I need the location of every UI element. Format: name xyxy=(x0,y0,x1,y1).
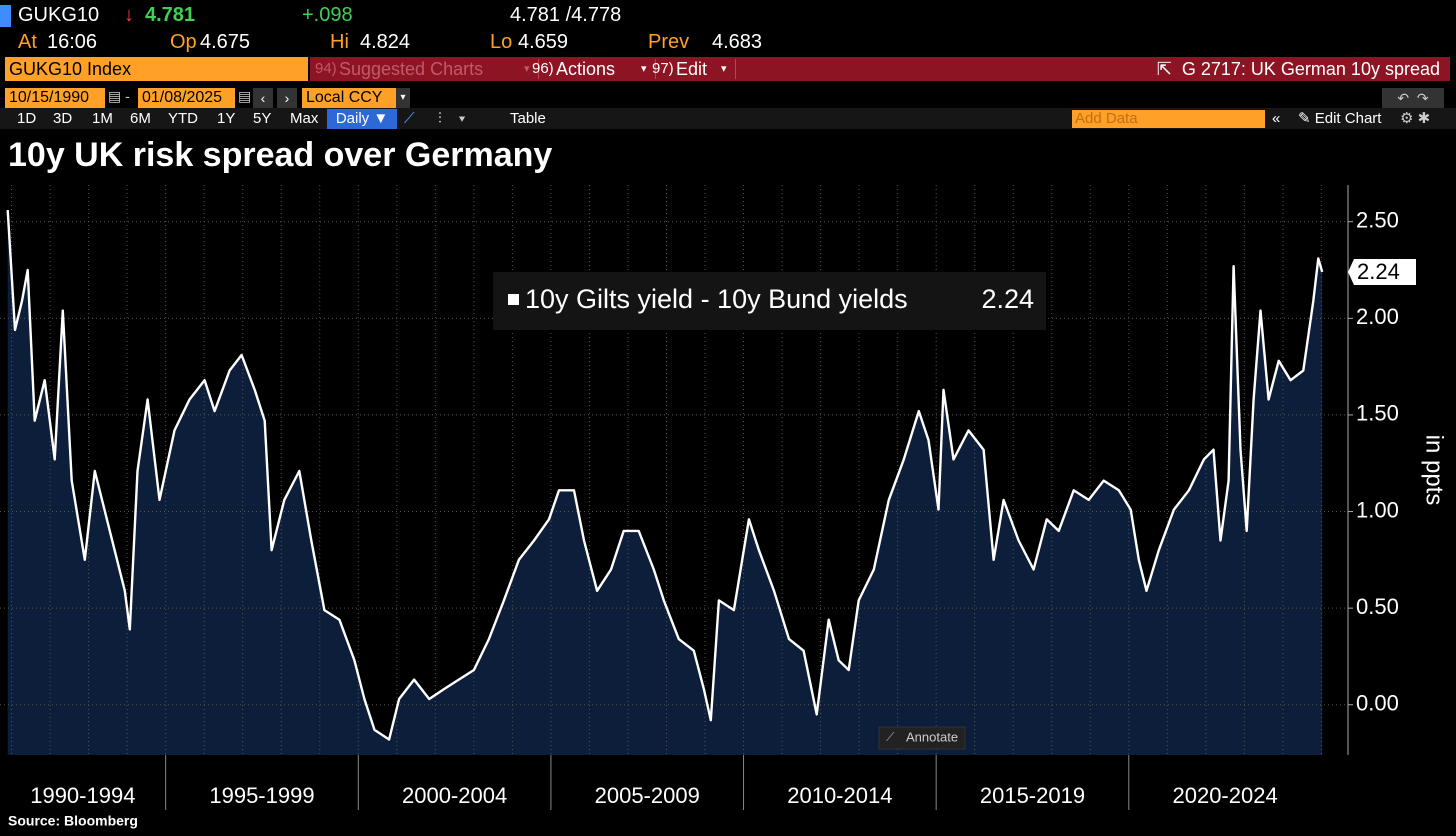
annotate-label: Annotate xyxy=(906,729,958,744)
dropdown: ▾ xyxy=(396,88,410,108)
calendar-icon[interactable]: ▤ xyxy=(238,88,252,104)
range-button[interactable]: 1M xyxy=(92,110,113,127)
y-axis-label: in ppts xyxy=(1421,435,1448,506)
down-arrow: ↓ xyxy=(124,4,134,26)
x-tick-label: 1995-1999 xyxy=(209,783,314,808)
menu-label[interactable]: Suggested Charts xyxy=(339,59,484,79)
legend-value: 2.24 xyxy=(981,284,1034,314)
add-data[interactable]: Add Data xyxy=(1072,110,1265,128)
y-tick-label: 0.50 xyxy=(1356,594,1399,619)
menu-label[interactable]: Actions xyxy=(556,59,616,79)
frequency[interactable]: Daily ▼ xyxy=(327,109,397,129)
x-tick-label: 1990-1994 xyxy=(30,783,135,808)
range-button[interactable]: 5Y xyxy=(253,110,272,127)
range-button[interactable]: 1D xyxy=(17,110,37,127)
y-tick-label: 2.50 xyxy=(1356,208,1399,233)
next-button[interactable]: › xyxy=(277,88,297,108)
stat-value: 4.683 xyxy=(712,31,763,53)
start-date[interactable]: 10/15/1990 xyxy=(5,88,105,108)
y-tick-label: 1.00 xyxy=(1356,497,1399,522)
stat-label: At xyxy=(18,31,37,53)
stat-label: Lo xyxy=(490,31,513,53)
menu-num[interactable]: 97) xyxy=(652,60,674,77)
x-tick-label: 2000-2004 xyxy=(402,783,507,808)
stat-label: Prev xyxy=(648,31,690,53)
y-tick-label: 2.00 xyxy=(1356,304,1399,329)
stat-label: Hi xyxy=(330,31,349,53)
end-date[interactable]: 01/08/2025 xyxy=(138,88,235,108)
menu-num[interactable]: 96) xyxy=(532,60,554,77)
link-icon: ⇱ xyxy=(1156,59,1182,79)
last-price: 4.781 xyxy=(145,4,196,26)
menu-caret: ▾ xyxy=(641,63,647,75)
change: +.098 xyxy=(302,4,353,26)
x-tick-label: 2015-2019 xyxy=(980,783,1085,808)
last-value-label: 2.24 xyxy=(1357,259,1400,284)
ticker: GUKG10 xyxy=(18,4,100,26)
legend-label: 10y Gilts yield - 10y Bund yields xyxy=(525,284,908,314)
security-field[interactable]: GUKG10 Index xyxy=(5,57,308,81)
bar-icon[interactable]: ⫶ ▾ xyxy=(438,110,466,127)
range-button[interactable]: YTD xyxy=(168,110,198,127)
area xyxy=(7,210,1323,756)
table-button[interactable]: Table xyxy=(510,110,546,127)
stat-value: 4.659 xyxy=(518,31,569,53)
line xyxy=(6,210,1324,741)
menu-caret: ▾ xyxy=(524,63,530,75)
menu-bar xyxy=(310,57,1450,81)
annotate-button xyxy=(878,726,966,750)
menu-label[interactable]: Edit xyxy=(676,59,708,79)
chart-title: 10y UK risk spread over Germany xyxy=(8,136,552,174)
chart-ref[interactable]: ⇱ G 2717: UK German 10y spread xyxy=(1157,57,1440,81)
stat-value: 16:06 xyxy=(47,31,98,53)
y-tick-label: 0.00 xyxy=(1356,691,1399,716)
currency-text: Local CCY xyxy=(306,89,383,106)
calendar-icon[interactable]: ▤ - xyxy=(108,88,130,104)
range-button[interactable]: Max xyxy=(290,110,319,127)
annotate-icon: ⟋ xyxy=(886,730,895,744)
edit-chart[interactable]: ✎ Edit Chart xyxy=(1298,110,1382,127)
edit-chart-text: Edit Chart xyxy=(1314,110,1382,127)
prev-button[interactable]: ‹ xyxy=(253,88,273,108)
x-tick-label: 2020-2024 xyxy=(1172,783,1277,808)
stat-value: 4.675 xyxy=(200,31,251,53)
legend-box xyxy=(493,272,1046,330)
last-value-box xyxy=(1348,258,1416,285)
line-icon[interactable]: ⟋ xyxy=(404,110,415,127)
x-tick-label: 2005-2009 xyxy=(595,783,700,808)
menu-num[interactable]: 94) xyxy=(315,60,337,77)
range-button[interactable]: 1Y xyxy=(217,110,236,127)
range-button[interactable]: 3D xyxy=(53,110,73,127)
y-tick-label: 1.50 xyxy=(1356,401,1399,426)
stat-label: Op xyxy=(170,31,197,53)
source: Source: Bloomberg xyxy=(8,813,138,829)
settings-icons[interactable]: ⚙ ✱ xyxy=(1400,110,1431,127)
undo-redo[interactable]: ↶ ↷ xyxy=(1382,88,1444,108)
menu-sep xyxy=(655,59,656,79)
chart-ref-text: G 2717: UK German 10y spread xyxy=(1181,59,1440,79)
stat-value: 4.824 xyxy=(360,31,411,53)
ticker-flag xyxy=(0,5,11,27)
legend-swatch xyxy=(508,294,519,305)
range-button[interactable]: 6M xyxy=(130,110,151,127)
bid-ask: 4.781 /4.778 xyxy=(510,4,622,26)
collapse[interactable]: « xyxy=(1272,110,1281,127)
menu-sep xyxy=(735,59,736,79)
menu-caret: ▾ xyxy=(721,63,727,75)
menu-sep xyxy=(538,59,539,79)
currency[interactable]: Local CCY ▾ xyxy=(302,88,410,108)
x-tick-label: 2010-2014 xyxy=(787,783,892,808)
